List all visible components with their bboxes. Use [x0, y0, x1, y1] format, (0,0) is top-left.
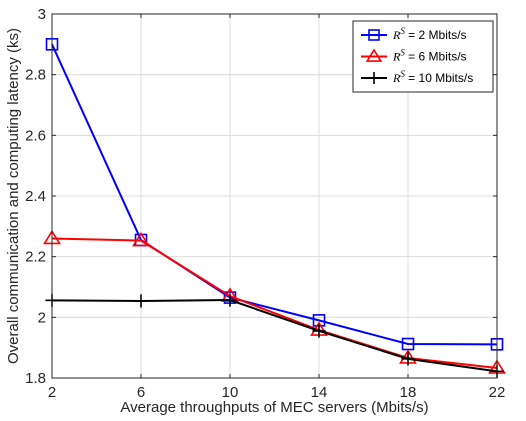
y-tick-label: 1.8	[25, 370, 46, 387]
data-point	[132, 231, 150, 247]
x-tick-label: 2	[48, 384, 56, 401]
series-line-2	[51, 237, 498, 369]
legend-entry-1: RS = 2 Mbits/s	[361, 26, 467, 42]
data-series	[43, 38, 506, 378]
legend-symbol: R	[392, 50, 401, 64]
y-tick-label: 3	[38, 6, 46, 23]
y-tick-label: 2.4	[25, 188, 46, 205]
data-point	[223, 293, 237, 307]
legend-entry-2: RS = 6 Mbits/s	[361, 48, 467, 64]
legend-label: RS = 6 Mbits/s	[392, 48, 467, 64]
legend-suffix: = 6 Mbits/s	[405, 50, 467, 64]
legend-suffix: = 2 Mbits/s	[405, 28, 467, 42]
axis-ticks: 2 6 10 14 18 221.822.22.42.62.83	[25, 6, 505, 401]
legend-marker	[368, 29, 380, 41]
y-tick-label: 2.6	[25, 127, 46, 144]
data-point	[134, 294, 148, 308]
x-tick-label: 6	[137, 384, 145, 401]
y-tick-label: 2.2	[25, 249, 46, 266]
legend-marker	[368, 72, 380, 84]
legend-entry-3: RS = 10 Mbits/s	[361, 69, 473, 85]
x-tick-label: 14	[311, 384, 328, 401]
legend-symbol: R	[392, 71, 401, 85]
x-tick-label: 22	[489, 384, 506, 401]
x-axis-label: Average throughputs of MEC servers (Mbit…	[120, 399, 428, 416]
data-point	[312, 324, 326, 338]
series-line-1	[51, 43, 498, 346]
legend-marker	[365, 48, 383, 62]
legend-superscript: S	[400, 26, 405, 36]
legend-superscript: S	[400, 69, 405, 79]
y-axis-label: Overall communication and computing late…	[5, 28, 22, 364]
legend: RS = 2 Mbits/sRS = 6 Mbits/sRS = 10 Mbit…	[352, 20, 494, 93]
legend-superscript: S	[400, 48, 405, 58]
legend-suffix: = 10 Mbits/s	[405, 71, 473, 85]
x-tick-label: 10	[222, 384, 239, 401]
data-point	[401, 352, 415, 366]
legend-symbol: R	[392, 28, 401, 42]
x-tick-label: 18	[400, 384, 417, 401]
series-line-3	[51, 299, 498, 373]
y-tick-label: 2	[38, 309, 46, 326]
legend-label: RS = 2 Mbits/s	[392, 26, 467, 42]
grid-lines	[51, 13, 498, 379]
y-tick-label: 2.8	[25, 67, 46, 84]
legend-label: RS = 10 Mbits/s	[392, 69, 473, 85]
